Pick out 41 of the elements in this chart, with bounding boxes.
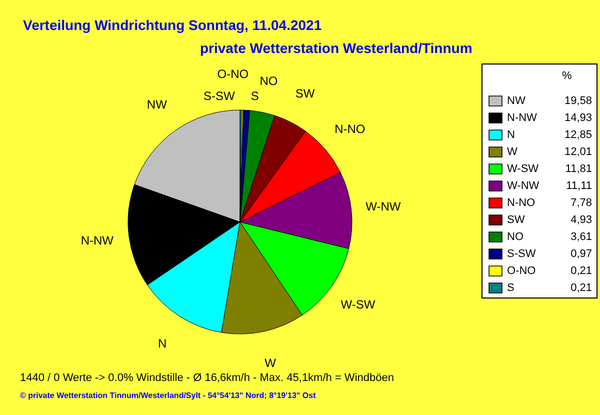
legend-label: NO <box>507 231 524 243</box>
chart-title: Verteilung Windrichtung Sonntag, 11.04.2021 <box>23 17 322 33</box>
slice-label: W-NW <box>366 199 402 214</box>
legend-label: N-NO <box>507 197 536 209</box>
slice-label: S <box>250 89 259 104</box>
slice-label: O-NO <box>217 67 249 82</box>
slice-label: NW <box>146 97 168 112</box>
data-label: 0,21 <box>570 282 592 294</box>
data-label: 4,93 <box>570 214 592 226</box>
data-label: 0,97 <box>570 248 592 260</box>
data-label: 12,01 <box>564 146 592 158</box>
data-label: 3,61 <box>570 231 592 243</box>
data-label: 7,78 <box>570 197 592 209</box>
data-label: 11,81 <box>565 163 592 175</box>
legend-label: S-SW <box>507 248 536 260</box>
legend-label: N-NW <box>507 112 538 124</box>
legend-label: O-NO <box>507 265 536 277</box>
slice-label: SW <box>295 86 316 101</box>
legend-title: % <box>562 70 572 82</box>
chart-subtitle: private Wetterstation Westerland/Tinnum <box>200 40 472 56</box>
legend-label: S <box>507 282 514 294</box>
legend-label: W-NW <box>507 180 540 192</box>
text: © private Wetterstation Tinnum/Westerland/Sylt - 54°54'13" Nord; 8°19'13" Ost <box>20 391 316 400</box>
data-label: 11,11 <box>566 180 592 192</box>
slice-label: NO <box>260 74 278 88</box>
data-label: 12,85 <box>564 129 592 141</box>
slice-label: N-NO <box>334 122 366 136</box>
legend-label: NW <box>507 95 526 107</box>
legend-label: W <box>507 146 518 158</box>
legend-label: SW <box>507 214 526 226</box>
data-label: 14,93 <box>564 112 592 124</box>
slice-label: W-SW <box>340 298 376 312</box>
slice-label: N <box>158 336 167 350</box>
data-label: 19,58 <box>564 95 592 107</box>
legend-label: N <box>507 129 515 141</box>
text: 1440 / 0 Werte -> 0.0% Windstille - Ø 16,6km/h - Max. 45,1km/h = Windböen <box>20 372 394 384</box>
slice-label: S-SW <box>203 89 236 104</box>
slice-label: W <box>264 356 277 370</box>
data-label: 0,21 <box>570 265 592 277</box>
legend-label: W-SW <box>507 163 540 175</box>
slice-label: N-NW <box>80 233 114 248</box>
